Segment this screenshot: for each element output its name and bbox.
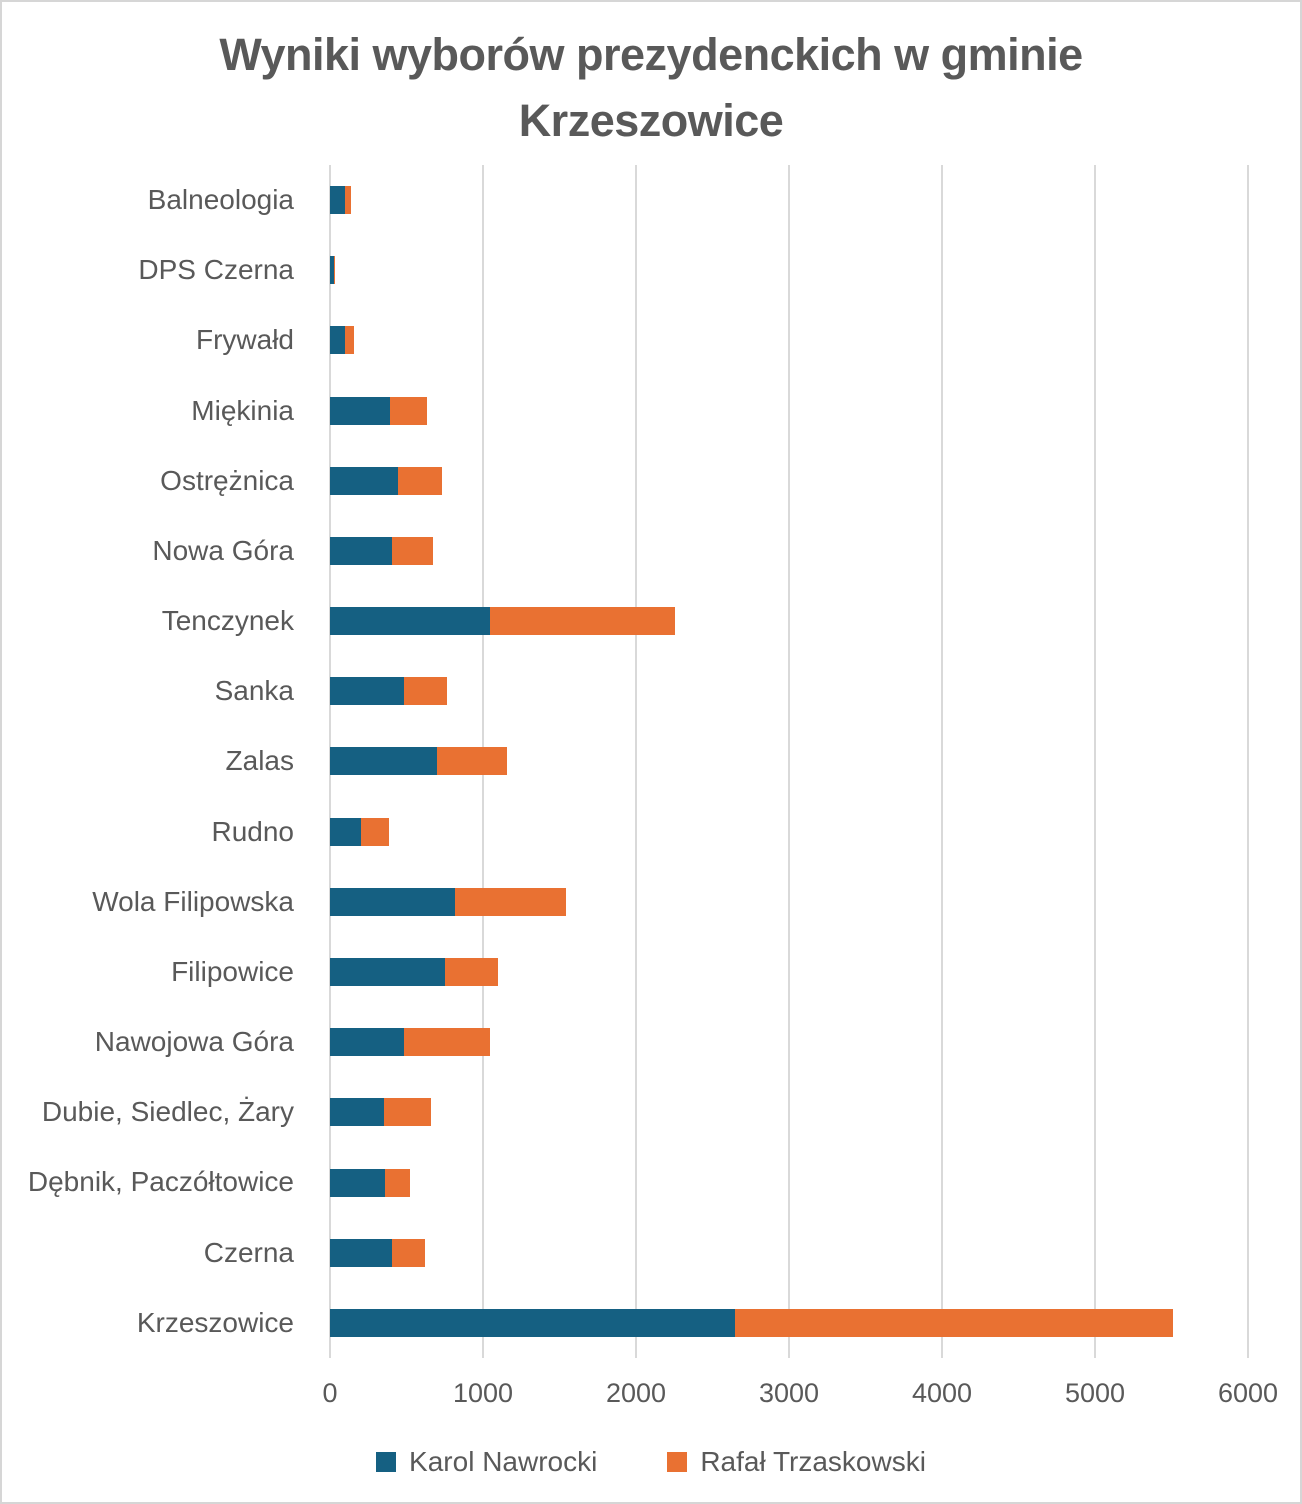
category-label-6: Tenczynek <box>161 605 294 637</box>
category-label-5: Nowa Góra <box>152 534 294 566</box>
bar-segment-nawrocki-0 <box>330 186 345 215</box>
bar-row-16 <box>330 1288 1248 1358</box>
x-tick-label-3000: 3000 <box>758 1378 820 1408</box>
legend-item-nawrocki: Karol Nawrocki <box>376 1446 597 1478</box>
bar-segment-nawrocki-12 <box>330 1028 405 1057</box>
bar-row-5 <box>330 516 1248 586</box>
category-label-10: Wola Filipowska <box>92 885 294 917</box>
x-tick-label-2000: 2000 <box>605 1378 667 1408</box>
bar-segment-trzaskowski-16 <box>735 1308 1174 1337</box>
bar-segment-trzaskowski-2 <box>345 326 355 355</box>
bar-row-12 <box>330 1007 1248 1077</box>
bar-segment-trzaskowski-6 <box>489 607 676 636</box>
bar-segment-trzaskowski-12 <box>404 1028 490 1057</box>
bar-segment-trzaskowski-15 <box>391 1238 425 1267</box>
bar-segment-trzaskowski-10 <box>454 887 566 916</box>
bar-row-7 <box>330 656 1248 726</box>
category-label-15: Czerna <box>203 1236 294 1268</box>
plot-area <box>329 165 1249 1358</box>
bar-segment-nawrocki-11 <box>330 958 445 987</box>
bar-row-0 <box>330 165 1248 235</box>
bar-segment-trzaskowski-0 <box>344 186 351 215</box>
gridline-5000 <box>1094 165 1096 1358</box>
bar-segment-trzaskowski-1 <box>334 256 336 285</box>
category-label-12: Nawojowa Góra <box>94 1026 294 1058</box>
bar-row-2 <box>330 305 1248 375</box>
category-label-13: Dubie, Siedlec, Żary <box>41 1096 294 1128</box>
x-tick-label-1000: 1000 <box>452 1378 514 1408</box>
category-label-9: Rudno <box>211 815 294 847</box>
bar-segment-nawrocki-1 <box>330 256 335 285</box>
bar-segment-nawrocki-6 <box>330 607 490 636</box>
category-label-1: DPS Czerna <box>138 254 294 286</box>
gridline-4000 <box>940 165 943 1358</box>
bar-segment-nawrocki-8 <box>330 747 437 776</box>
bar-segment-nawrocki-4 <box>330 466 399 495</box>
bar-segment-trzaskowski-3 <box>390 396 428 425</box>
bar-segment-trzaskowski-4 <box>398 466 443 495</box>
x-tick-label-5000: 5000 <box>1064 1378 1126 1408</box>
bar-segment-trzaskowski-8 <box>436 747 507 776</box>
bar-segment-trzaskowski-11 <box>444 958 498 987</box>
legend-label-trzaskowski: Rafał Trzaskowski <box>700 1446 926 1477</box>
value-axis: 0 1000 2000 3000 4000 5000 6000 <box>322 1378 1278 1418</box>
legend-swatch-nawrocki <box>376 1452 397 1472</box>
chart-title: Wyniki wyborów prezydenckich w gminie Kr… <box>219 29 1083 146</box>
category-label-0: Balneologia <box>147 184 294 216</box>
bar-row-8 <box>330 726 1248 796</box>
bar-segment-nawrocki-14 <box>330 1168 386 1197</box>
bar-row-9 <box>330 797 1248 867</box>
legend-swatch-trzaskowski <box>667 1452 688 1472</box>
category-label-2: Frywałd <box>195 324 294 356</box>
bar-segment-trzaskowski-7 <box>403 677 447 706</box>
category-label-14: Dębnik, Paczółtowice <box>27 1166 294 1198</box>
bar-row-10 <box>330 867 1248 937</box>
legend-item-trzaskowski: Rafał Trzaskowski <box>667 1446 926 1478</box>
legend: Karol Nawrocki Rafał Trzaskowski <box>0 1446 1302 1478</box>
bar-segment-nawrocki-15 <box>330 1238 392 1267</box>
bar-row-11 <box>330 937 1248 1007</box>
bar-segment-nawrocki-9 <box>330 817 362 846</box>
bar-segment-trzaskowski-13 <box>384 1098 431 1127</box>
gridline-6000 <box>1247 165 1249 1358</box>
bar-segment-nawrocki-16 <box>330 1308 736 1337</box>
category-label-8: Zalas <box>225 745 294 777</box>
bar-segment-nawrocki-13 <box>330 1098 385 1127</box>
legend-label-nawrocki: Karol Nawrocki <box>409 1446 598 1477</box>
x-tick-label-6000: 6000 <box>1217 1378 1279 1408</box>
bar-row-1 <box>330 235 1248 305</box>
gridline-3000 <box>788 165 790 1358</box>
bar-row-6 <box>330 586 1248 656</box>
bar-segment-nawrocki-7 <box>330 677 404 706</box>
category-label-7: Sanka <box>214 675 294 707</box>
bar-row-14 <box>330 1147 1248 1217</box>
bar-row-13 <box>330 1077 1248 1147</box>
x-tick-label-4000: 4000 <box>911 1378 973 1408</box>
bar-segment-nawrocki-2 <box>330 326 346 355</box>
category-label-16: Krzeszowice <box>136 1306 294 1338</box>
gridline-2000 <box>634 165 637 1358</box>
bar-row-4 <box>330 446 1248 516</box>
bar-segment-nawrocki-10 <box>330 887 455 916</box>
bar-segment-trzaskowski-5 <box>392 536 434 565</box>
bar-segment-nawrocki-3 <box>330 396 391 425</box>
x-tick-label-0: 0 <box>322 1378 338 1408</box>
category-label-11: Filipowice <box>171 955 294 987</box>
bar-row-3 <box>330 376 1248 446</box>
category-label-3: Miękinia <box>191 394 294 426</box>
category-axis: Balneologia DPS Czerna Frywałd Miękinia Ostr… <box>0 165 312 1358</box>
bar-segment-trzaskowski-14 <box>385 1168 411 1197</box>
category-label-4: Ostrężnica <box>160 464 294 496</box>
bar-segment-trzaskowski-9 <box>361 817 389 846</box>
bar-row-15 <box>330 1218 1248 1288</box>
bar-segment-nawrocki-5 <box>330 536 393 565</box>
